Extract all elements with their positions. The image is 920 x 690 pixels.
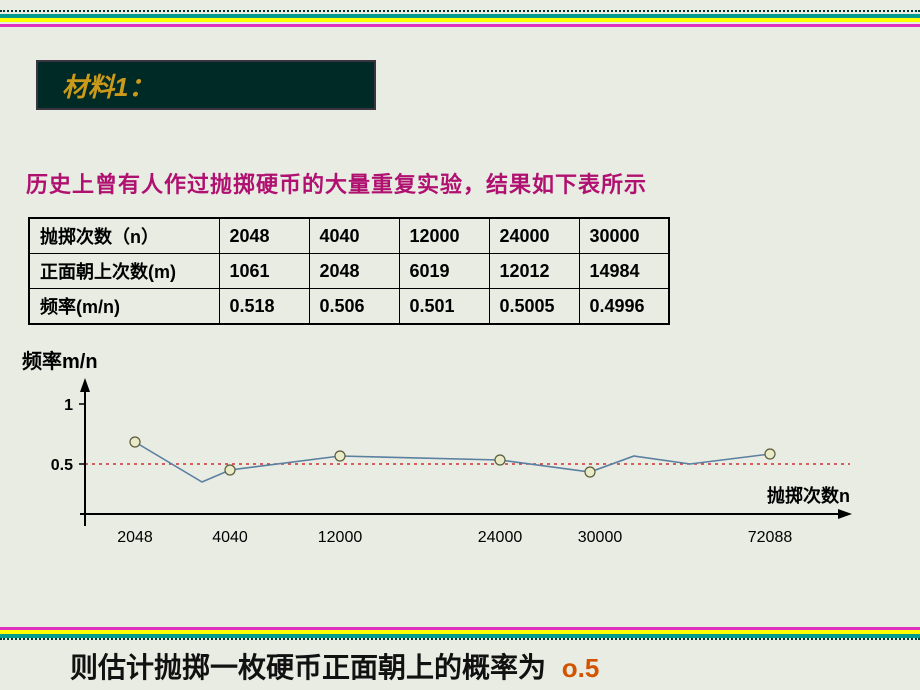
table-cell: 0.4996 [579, 289, 669, 325]
frequency-chart: 1 0.5 2048 4040 12000 24000 30000 72088 抛掷次数n [30, 374, 900, 584]
row-header: 频率(m/n) [29, 289, 219, 325]
y-axis-title: 频率m/n [22, 345, 900, 374]
table-cell: 0.5005 [489, 289, 579, 325]
table-cell: 2048 [219, 218, 309, 254]
table-row: 频率(m/n) 0.518 0.506 0.501 0.5005 0.4996 [29, 289, 669, 325]
svg-text:抛掷次数n: 抛掷次数n [767, 485, 850, 506]
chart-svg: 1 0.5 2048 4040 12000 24000 30000 72088 抛掷次数n [30, 374, 900, 584]
conclusion-line: 则估计抛掷一枚硬币正面朝上的概率为 o.5 [70, 646, 599, 686]
conclusion-answer: o.5 [562, 653, 600, 683]
table-cell: 4040 [309, 218, 399, 254]
decorative-top-lines [0, 10, 920, 27]
table-cell: 0.501 [399, 289, 489, 325]
table-cell: 30000 [579, 218, 669, 254]
material-label: 材料1： [62, 67, 154, 104]
svg-text:4040: 4040 [212, 529, 248, 546]
svg-text:12000: 12000 [318, 529, 363, 546]
material-title-box: 材料1： [36, 60, 376, 110]
table-cell: 14984 [579, 254, 669, 289]
table-row: 正面朝上次数(m) 1061 2048 6019 12012 14984 [29, 254, 669, 289]
table-row: 抛掷次数（n） 2048 4040 12000 24000 30000 [29, 218, 669, 254]
svg-text:2048: 2048 [117, 529, 153, 546]
decorative-bottom-lines [0, 625, 920, 642]
table-cell: 1061 [219, 254, 309, 289]
table-cell: 0.506 [309, 289, 399, 325]
table-cell: 0.518 [219, 289, 309, 325]
frequency-table: 抛掷次数（n） 2048 4040 12000 24000 30000 正面朝上… [28, 217, 670, 325]
table-cell: 6019 [399, 254, 489, 289]
table-cell: 12000 [399, 218, 489, 254]
svg-text:30000: 30000 [578, 529, 623, 546]
table-cell: 12012 [489, 254, 579, 289]
table-cell: 2048 [309, 254, 399, 289]
headline-text: 历史上曾有人作过抛掷硬币的大量重复实验，结果如下表所示 [26, 167, 900, 199]
svg-text:1: 1 [64, 397, 73, 414]
table-cell: 24000 [489, 218, 579, 254]
svg-text:72088: 72088 [748, 529, 793, 546]
conclusion-text: 则估计抛掷一枚硬币正面朝上的概率为 [70, 652, 546, 683]
row-header: 抛掷次数（n） [29, 218, 219, 254]
content-area: 历史上曾有人作过抛掷硬币的大量重复实验，结果如下表所示 抛掷次数（n） 2048… [0, 122, 920, 584]
row-header: 正面朝上次数(m) [29, 254, 219, 289]
svg-text:24000: 24000 [478, 529, 523, 546]
svg-text:0.5: 0.5 [51, 457, 73, 474]
